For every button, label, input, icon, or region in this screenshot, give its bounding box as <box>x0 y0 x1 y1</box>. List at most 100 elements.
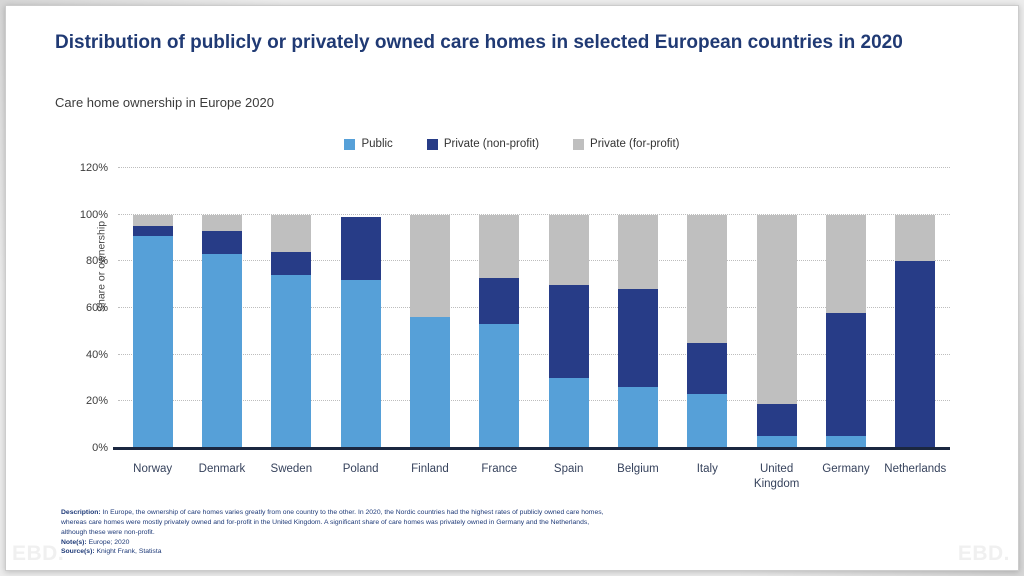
source-text: Knight Frank, Statista <box>96 548 162 556</box>
y-tick-label-120: 120% <box>79 162 108 174</box>
bar-segment-private-for-profit- <box>895 214 936 262</box>
bar-segment-private-for-profit- <box>756 214 797 404</box>
x-axis-label-poland: Poland <box>342 463 379 475</box>
bar-segment-public <box>201 254 242 448</box>
bar-segment-public <box>271 275 312 448</box>
bar-group-france <box>465 168 534 448</box>
bar-group-norway <box>118 168 187 448</box>
legend-swatch-icon <box>426 138 438 150</box>
bar-segment-public <box>825 436 866 448</box>
bar-segment-private-for-profit- <box>687 214 728 344</box>
chart-subtitle: Care home ownership in Europe 2020 <box>55 95 274 110</box>
gridline-20 <box>118 400 950 402</box>
gridline-120 <box>118 167 950 168</box>
bar-group-poland <box>326 168 395 448</box>
bar-group-netherlands <box>881 168 950 448</box>
gridline-80 <box>118 260 950 262</box>
bar-group-germany <box>811 168 880 448</box>
bar-group-united-kingdom <box>742 168 811 448</box>
bar-segment-private-non-profit- <box>756 403 797 437</box>
gridline-40 <box>118 353 950 355</box>
bar-segment-public <box>756 436 797 448</box>
bar-group-finland <box>395 168 464 448</box>
description-text: In Europe, the ownership of care homes v… <box>61 509 604 536</box>
y-tick-label-0: 0% <box>92 442 108 454</box>
description-label: Description: <box>61 509 101 516</box>
gridline-60 <box>118 307 950 308</box>
x-axis-baseline <box>113 447 950 450</box>
bar-segment-public <box>687 394 728 448</box>
bar-stack <box>687 214 728 448</box>
bar-segment-public <box>409 317 450 448</box>
x-axis-label-denmark: Denmark <box>198 463 246 475</box>
note-text: Europe; 2020 <box>88 538 130 546</box>
bar-stack <box>201 214 242 448</box>
bar-stack <box>825 214 866 448</box>
bar-segment-private-non-profit- <box>548 284 589 378</box>
bar-segment-private-non-profit- <box>687 343 728 395</box>
bar-segment-private-for-profit- <box>479 214 520 278</box>
plot-area: 0% 20% 40% 60% 80% 100% 120% <box>80 162 950 454</box>
bar-stack <box>479 214 520 448</box>
bar-segment-private-for-profit- <box>617 214 658 290</box>
x-axis-label-spain: Spain <box>553 463 584 475</box>
x-axis-label-united-kingdom: United Kingdom <box>753 463 800 490</box>
x-axis-label-italy: Italy <box>696 463 718 475</box>
legend-label: Public <box>361 138 393 150</box>
bars-layer <box>118 168 950 448</box>
bar-group-denmark <box>187 168 256 448</box>
legend-label: Private (for-profit) <box>590 138 680 150</box>
bar-group-italy <box>673 168 742 448</box>
y-tick-label-80: 80% <box>85 255 108 268</box>
y-tick-label-100: 100% <box>79 208 108 221</box>
x-axis-label-finland: Finland <box>411 463 449 475</box>
ebd-watermark-right: EBD. <box>957 542 1010 565</box>
bar-stack <box>617 214 658 448</box>
chart-card: Distribution of publicly or privately ow… <box>5 5 1019 571</box>
note-label: Note(s): <box>61 538 87 546</box>
x-axis-label-belgium: Belgium <box>617 463 659 475</box>
x-axis-label-germany: Germany <box>822 463 870 475</box>
bar-segment-private-non-profit- <box>479 277 520 325</box>
note-line: Note(s): Europe; 2020 <box>61 538 609 548</box>
bar-group-sweden <box>257 168 326 448</box>
ebd-watermark-left: EBD. <box>12 542 65 565</box>
bar-segment-private-non-profit- <box>132 226 173 236</box>
y-tick-label-60: 60% <box>85 302 108 314</box>
source-label: Source(s): <box>61 548 95 556</box>
description-line: Description: In Europe, the ownership of… <box>61 508 609 538</box>
source-line: Source(s): Knight Frank, Statista <box>61 547 609 557</box>
legend-swatch-icon <box>573 138 585 150</box>
bar-segment-public <box>617 387 658 448</box>
bar-group-belgium <box>603 168 672 448</box>
bar-segment-private-non-profit- <box>617 289 658 388</box>
bar-segment-private-non-profit- <box>825 312 866 437</box>
bar-segment-private-for-profit- <box>548 214 589 285</box>
y-tick-label-40: 40% <box>85 348 108 361</box>
bar-segment-private-non-profit- <box>201 231 242 255</box>
legend-item-2: Private (for-profit) <box>573 138 680 150</box>
gridline-100 <box>118 213 950 215</box>
bar-segment-private-for-profit- <box>409 214 450 318</box>
bar-stack <box>756 214 797 448</box>
y-tick-label-20: 20% <box>85 395 108 408</box>
bar-stack <box>340 217 381 448</box>
bar-segment-public <box>132 235 173 448</box>
chart-legend: Public Private (non-profit) Private (for-p… <box>6 138 1018 150</box>
bar-group-spain <box>534 168 603 448</box>
page-title: Distribution of publicly or privately ow… <box>55 32 903 53</box>
legend-swatch-icon <box>344 138 356 150</box>
x-axis-labels: Norway Denmark Sweden Poland Finland France Sp… <box>118 462 950 492</box>
bar-segment-private-for-profit- <box>825 214 866 313</box>
bar-stack <box>271 214 312 448</box>
bar-segment-public <box>479 324 520 448</box>
bar-segment-private-for-profit- <box>201 214 242 232</box>
bar-segment-public <box>548 378 589 448</box>
bar-segment-private-for-profit- <box>271 214 312 253</box>
bar-segment-private-for-profit- <box>132 214 173 227</box>
x-axis-label-norway: Norway <box>133 463 173 475</box>
x-axis-label-netherlands: Netherlands <box>884 463 947 475</box>
bar-segment-private-non-profit- <box>271 252 312 276</box>
x-axis-label-sweden: Sweden <box>270 463 313 475</box>
footnotes: Description: In Europe, the ownership of… <box>61 508 609 557</box>
